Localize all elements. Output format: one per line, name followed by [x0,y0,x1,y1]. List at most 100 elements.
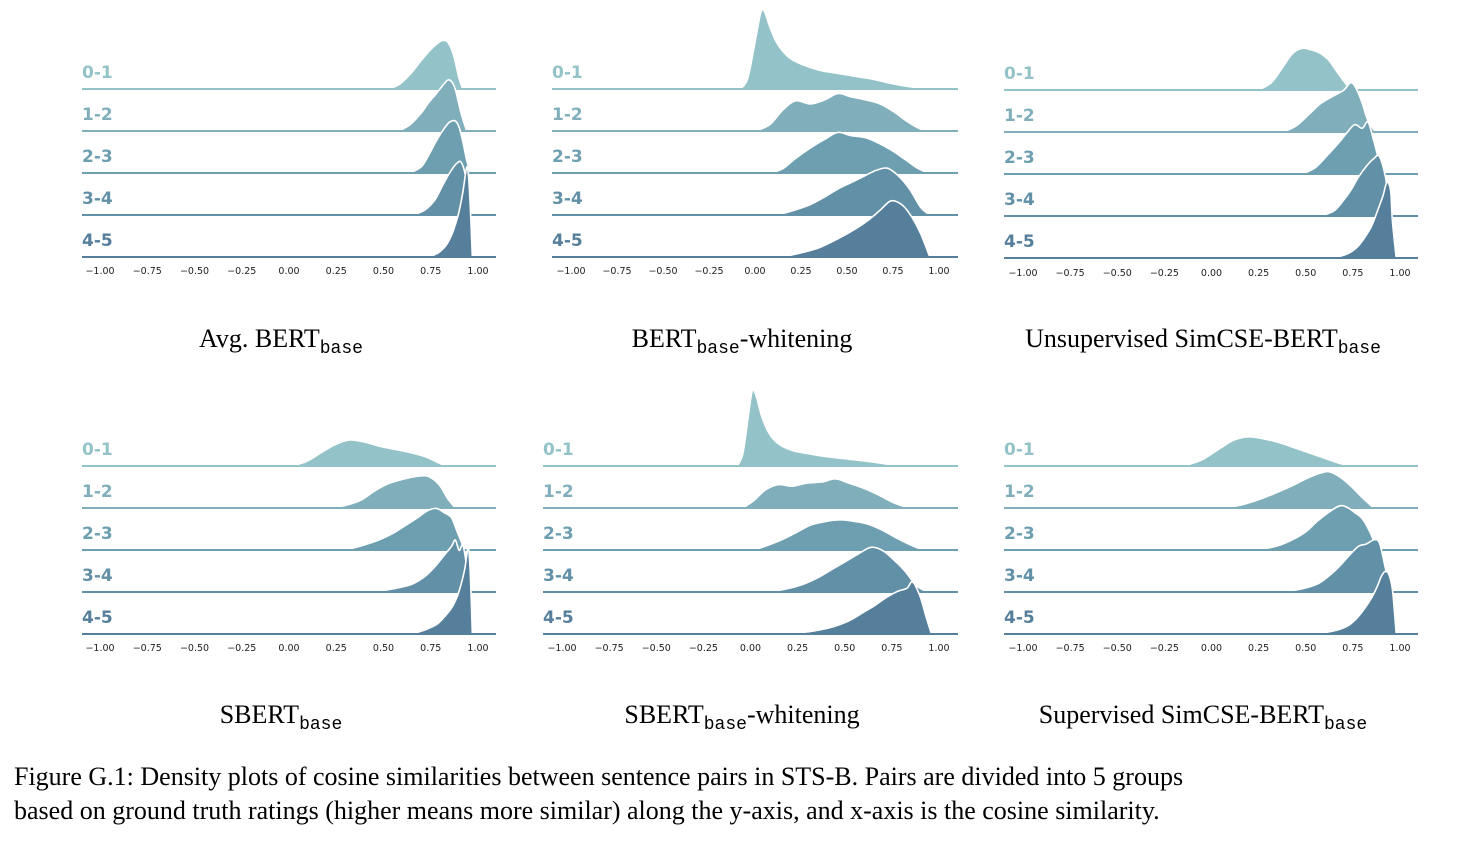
density-area [562,547,939,592]
group-label: 3-4 [1004,566,1035,586]
density-area [1023,82,1400,132]
density-area [1023,471,1400,508]
ridge-4-5: 4-5 [543,581,958,635]
ridge-1-2: 1-2 [1004,81,1418,133]
group-label: 0-1 [1004,440,1035,460]
x-tick-label: −0.75 [133,643,162,654]
density-area [571,167,939,215]
x-tick-label: −0.50 [648,266,677,277]
x-tick-label: 1.00 [928,643,949,654]
x-tick-label: −1.00 [556,266,585,277]
density-area [100,120,478,173]
density-outline [100,439,447,467]
caption-line: based on ground truth ratings (higher me… [14,796,1160,825]
x-tick-label: −0.75 [133,266,162,277]
group-label: 4-5 [82,231,113,251]
group-label: 0-1 [543,440,574,460]
caption-line: Figure G.1: Density plots of cosine simi… [14,762,1184,791]
density-outline [1023,154,1394,217]
density-outline [1023,47,1352,91]
density-area [100,547,478,634]
x-tick-label: 0.50 [836,266,857,277]
density-area [100,475,478,508]
density-area [562,478,939,508]
x-tick-label: 1.00 [1389,268,1410,279]
ridge-4-5: 4-5 [552,199,958,258]
density-outline [562,388,898,467]
panel-subtitle: Supervised SimCSE-BERTbase [1038,700,1368,735]
density-area [1023,48,1400,90]
density-area [100,79,478,131]
density-area [1023,182,1400,258]
x-tick-label: −0.75 [1056,268,1085,279]
x-tick-label: 0.25 [326,643,347,654]
group-label: 1-2 [82,482,113,502]
x-tick-label: −0.50 [642,643,671,654]
density-outline [1023,436,1352,467]
density-outline [1023,120,1386,175]
ridge-1-2: 1-2 [552,92,958,132]
panel-subtitle: Unsupervised SimCSE-BERTbase [1025,324,1381,359]
group-label: 3-4 [1004,190,1035,210]
density-outline [562,478,910,509]
x-tick-label: −1.00 [85,266,114,277]
x-tick-label: 0.75 [1342,643,1363,654]
x-tick-label: 0.75 [420,266,441,277]
x-tick-label: −0.25 [227,266,256,277]
density-outline [562,519,925,551]
panel-subtitle: BERTbase-whitening [631,324,853,359]
density-outline [571,199,931,258]
x-tick-label: 0.00 [744,266,765,277]
ridge-3-4: 3-4 [1004,538,1418,593]
x-tick-label: 0.25 [1248,268,1269,279]
density-outline [100,539,472,593]
density-area [1023,155,1400,216]
ridge-2-3: 2-3 [1004,504,1418,551]
x-tick-label: −0.25 [689,643,718,654]
x-tick-label: 0.25 [790,266,811,277]
density-area [1023,571,1400,634]
density-area [100,40,478,89]
group-label: 3-4 [82,566,113,586]
group-label: 3-4 [543,566,574,586]
density-area [100,539,478,592]
x-tick-label: −0.25 [694,266,723,277]
density-area [562,389,939,466]
ridge-0-1: 0-1 [82,439,496,467]
density-area [100,161,478,215]
group-label: 2-3 [82,147,113,167]
group-label: 4-5 [82,608,113,628]
x-tick-label: 0.00 [1201,643,1222,654]
ridge-2-3: 2-3 [82,507,496,551]
density-area [571,93,939,131]
density-area [100,508,478,550]
x-tick-label: −1.00 [547,643,576,654]
x-tick-label: 0.00 [1201,268,1222,279]
x-tick-label: −0.50 [180,266,209,277]
group-label: 1-2 [1004,106,1035,126]
group-label: 2-3 [82,524,113,544]
group-label: 1-2 [1004,482,1035,502]
ridge-1-2: 1-2 [82,78,496,132]
x-tick-label: −1.00 [1008,643,1037,654]
x-tick-label: −0.25 [227,643,256,654]
x-tick-label: −0.75 [595,643,624,654]
x-tick-label: 1.00 [467,643,488,654]
ridge-3-4: 3-4 [82,539,496,593]
density-area [1023,539,1400,592]
x-tick-label: −0.75 [1056,643,1085,654]
group-label: 1-2 [543,482,574,502]
density-outline [1023,181,1398,259]
x-tick-label: 0.50 [834,643,855,654]
group-label: 3-4 [552,189,583,209]
ridge-0-1: 0-1 [552,8,958,90]
group-label: 0-1 [82,63,113,83]
x-tick-label: −0.50 [1103,643,1132,654]
density-outline [100,78,468,132]
density-outline [1023,570,1398,635]
group-label: 4-5 [552,231,583,251]
ridge-0-1: 0-1 [1004,436,1418,467]
